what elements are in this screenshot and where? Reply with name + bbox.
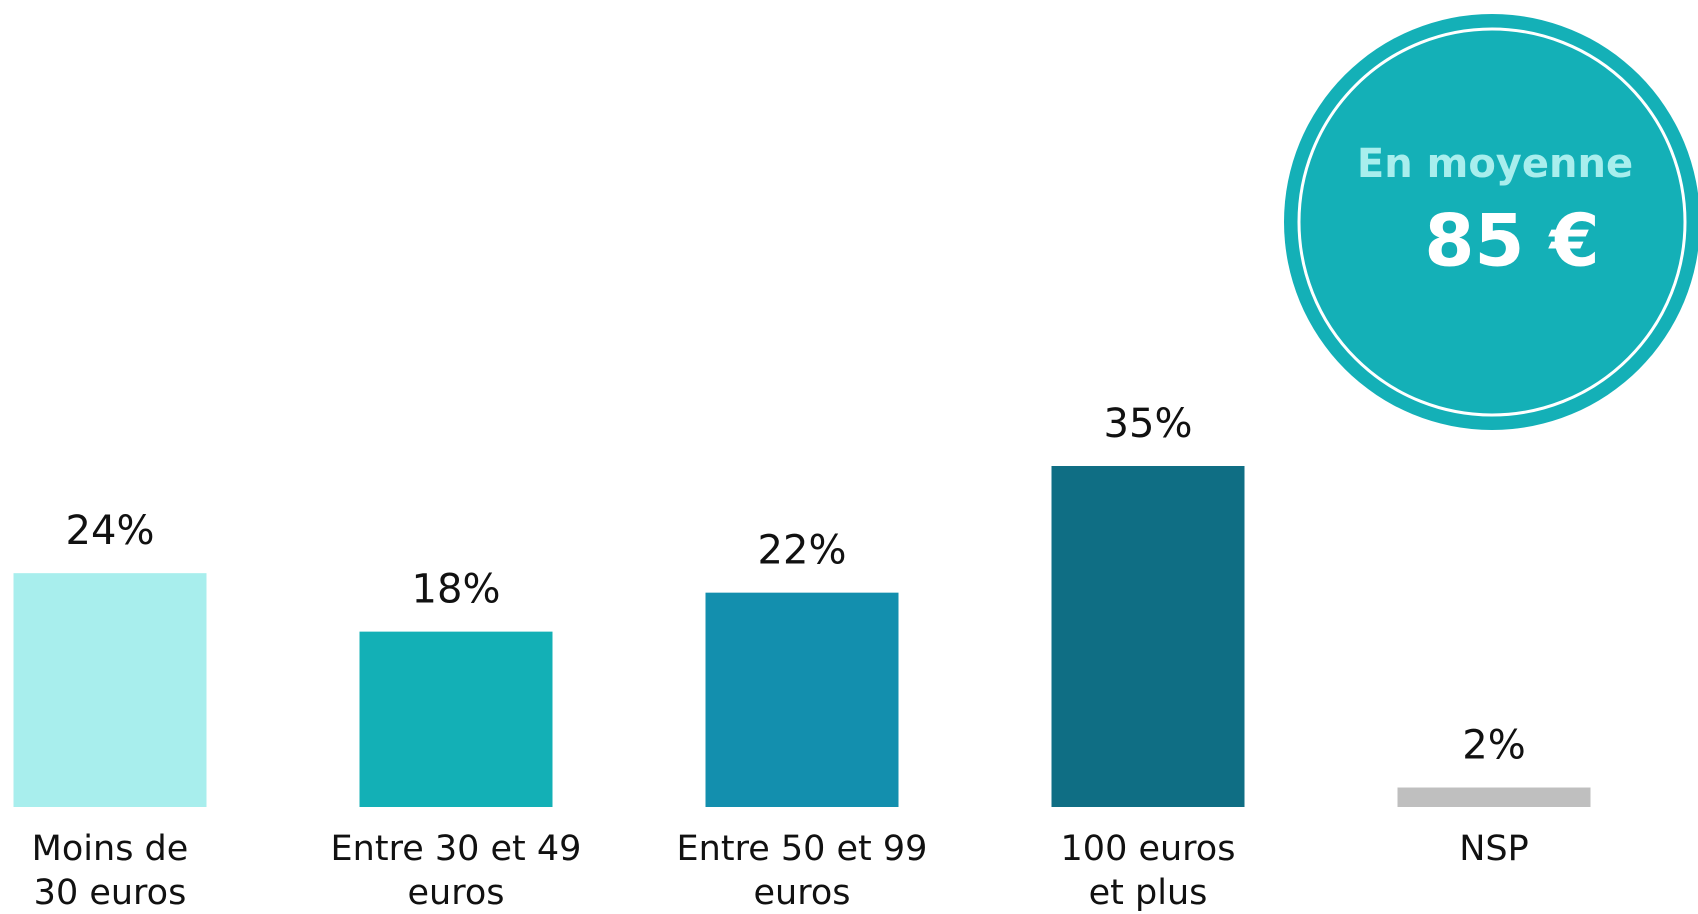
average-badge-ring xyxy=(1297,27,1687,417)
average-label: En moyenne xyxy=(1357,141,1633,187)
bar xyxy=(1397,787,1591,807)
bar xyxy=(13,573,207,807)
value-label: 24% xyxy=(66,508,155,554)
value-label: 18% xyxy=(412,567,501,613)
average-badge xyxy=(1284,14,1698,430)
bar xyxy=(705,592,899,807)
category-label: Moins de 30 euros xyxy=(31,829,189,913)
category-label: 100 euros et plus xyxy=(1060,829,1236,913)
bar xyxy=(359,631,553,807)
category-label: Entre 50 et 99 euros xyxy=(676,829,928,913)
category-label: Entre 30 et 49 euros xyxy=(330,829,582,913)
category-label: NSP xyxy=(1459,829,1529,869)
value-label: 22% xyxy=(758,528,847,574)
bar xyxy=(1051,466,1245,807)
value-label: 35% xyxy=(1104,401,1193,447)
average-value: 85 € xyxy=(1424,199,1599,283)
value-label: 2% xyxy=(1462,723,1525,769)
